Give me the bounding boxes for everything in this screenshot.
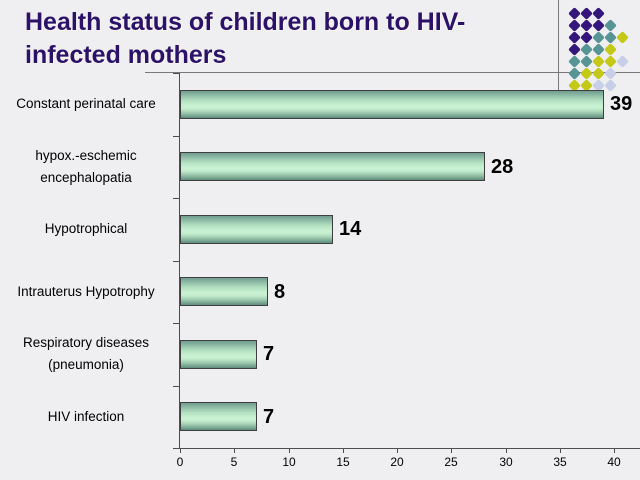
purple-dot <box>592 19 605 32</box>
value-axis-tick-label: 30 <box>499 455 513 469</box>
category-tick <box>173 73 180 74</box>
teal-dot <box>580 43 593 56</box>
teal-dot <box>568 67 581 80</box>
bar <box>180 215 333 244</box>
teal-dot <box>592 31 605 44</box>
value-axis-tick-label: 10 <box>282 455 296 469</box>
value-axis-tick-label: 5 <box>230 455 238 469</box>
teal-dot <box>568 55 581 68</box>
teal-dot <box>604 31 617 44</box>
bar <box>180 90 604 119</box>
yellow-dot <box>616 31 629 44</box>
value-axis-tick-label: 0 <box>176 455 184 469</box>
value-axis-line <box>174 448 640 449</box>
purple-dot <box>568 19 581 32</box>
category-tick <box>173 136 180 137</box>
bar <box>180 402 257 431</box>
pale-dot <box>604 79 617 92</box>
decor-vertical-line <box>558 0 559 90</box>
category-tick <box>173 261 180 262</box>
value-axis-tick-label: 35 <box>553 455 567 469</box>
value-axis-tick <box>451 449 452 453</box>
value-axis-tick <box>234 449 235 453</box>
bar <box>180 277 268 306</box>
purple-dot <box>592 7 605 20</box>
purple-dot <box>580 31 593 44</box>
decor-horizontal-line <box>145 72 640 73</box>
yellow-dot <box>604 43 617 56</box>
value-axis-tick <box>614 449 615 453</box>
purple-dot <box>580 7 593 20</box>
value-axis-tick-label: 25 <box>444 455 458 469</box>
yellow-dot <box>604 55 617 68</box>
category-label: HIV infection <box>47 409 125 424</box>
bar-value-label: 14 <box>339 218 362 240</box>
teal-dot <box>604 19 617 32</box>
value-axis-tick <box>289 449 290 453</box>
category-tick <box>173 386 180 387</box>
teal-dot <box>580 55 593 68</box>
bar-value-label: 39 <box>610 93 633 115</box>
value-axis-tick <box>397 449 398 453</box>
bar-value-label: 28 <box>491 156 514 178</box>
purple-dot <box>568 43 581 56</box>
category-tick <box>173 323 180 324</box>
value-axis-tick <box>343 449 344 453</box>
purple-dot <box>568 31 581 44</box>
slide-title: Health status of children born to HIV-in… <box>25 8 466 69</box>
value-axis-tick-label: 15 <box>336 455 350 469</box>
category-label: Constant perinatal care <box>16 96 156 111</box>
pale-dot <box>616 55 629 68</box>
category-tick <box>173 198 180 199</box>
value-axis-tick <box>180 449 181 453</box>
value-axis-tick-label: 20 <box>390 455 404 469</box>
value-axis-tick-label: 40 <box>607 455 621 469</box>
bar-value-label: 7 <box>263 406 275 428</box>
yellow-dot <box>580 67 593 80</box>
category-label: Respiratory diseases (pneumonia) <box>22 335 150 372</box>
category-label: Hypotrophical <box>44 221 128 236</box>
category-tick <box>173 448 180 449</box>
teal-dot <box>592 43 605 56</box>
purple-dot <box>580 19 593 32</box>
value-axis-tick <box>560 449 561 453</box>
yellow-dot <box>592 55 605 68</box>
pale-dot <box>604 67 617 80</box>
category-label: hypox.-eschemic encephalopatia <box>35 148 137 185</box>
bar <box>180 340 257 369</box>
bar-value-label: 8 <box>274 281 286 303</box>
yellow-dot <box>592 67 605 80</box>
purple-dot <box>568 7 581 20</box>
category-label: Intrauterus Hypotrophy <box>17 284 155 299</box>
bar-value-label: 7 <box>263 343 275 365</box>
bar <box>180 152 485 181</box>
value-axis-tick <box>506 449 507 453</box>
